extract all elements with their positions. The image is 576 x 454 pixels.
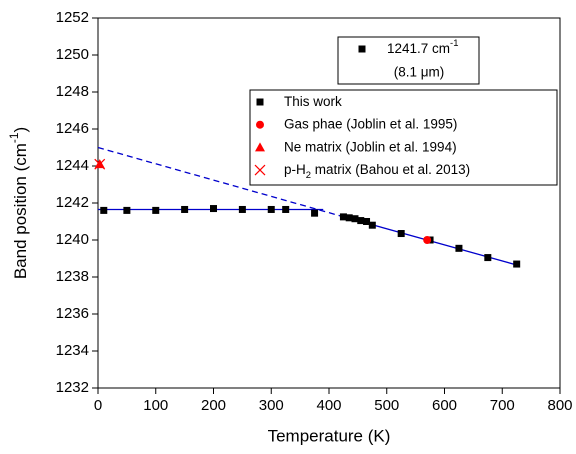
- marker-square: [455, 244, 463, 252]
- text-part: -1: [7, 132, 21, 143]
- text-part: Band position (cm: [11, 143, 30, 279]
- marker-triangle: [255, 142, 265, 152]
- marker-square: [397, 230, 405, 238]
- text-part: Gas phae (Joblin et al. 1995): [284, 116, 457, 131]
- y-tick-label: 1232: [56, 379, 89, 396]
- marker-square: [152, 206, 160, 214]
- marker-square: [210, 205, 217, 213]
- marker-square: [358, 45, 366, 53]
- legend-box: [249, 89, 558, 186]
- marker-square: [339, 213, 347, 221]
- y-tick-label: 1252: [56, 9, 89, 26]
- y-tick-label: 1242: [56, 194, 89, 211]
- x-tick-label: 600: [432, 397, 457, 414]
- annotation-text: 1241.7 cm-1: [387, 38, 458, 56]
- x-tick-label: 200: [201, 397, 226, 414]
- text-part: Ne matrix (Joblin et al. 1994): [284, 139, 457, 154]
- marker-square: [282, 205, 290, 213]
- x-tick-label: 800: [547, 397, 572, 414]
- x-tick-label: 500: [374, 397, 399, 414]
- marker-square: [181, 205, 189, 213]
- marker-cross: [254, 164, 266, 176]
- legend-label: Ne matrix (Joblin et al. 1994): [284, 139, 457, 154]
- marker-circle: [256, 120, 264, 129]
- y-tick-label: 1244: [56, 157, 89, 174]
- marker-square: [363, 218, 371, 225]
- marker-square: [256, 98, 264, 106]
- y-axis-label: Band position (cm-1): [7, 127, 30, 279]
- y-tick-label: 1240: [56, 231, 89, 248]
- marker-square: [513, 260, 521, 268]
- marker-circle: [423, 236, 432, 244]
- plot-frame: [97, 17, 561, 389]
- marker-square: [311, 209, 319, 217]
- marker-square: [484, 254, 492, 262]
- x-tick-label: 400: [316, 397, 341, 414]
- marker-square: [267, 205, 275, 213]
- text-part: 2: [306, 170, 311, 181]
- y-tick-label: 1236: [56, 305, 89, 322]
- text-part: 1241.7 cm: [387, 41, 450, 56]
- x-tick-label: 300: [259, 397, 284, 414]
- text-part: ): [11, 127, 30, 133]
- y-tick-label: 1234: [56, 342, 89, 359]
- y-tick-label: 1238: [56, 268, 89, 285]
- y-tick-label: 1246: [56, 120, 89, 137]
- annotation-box: [337, 36, 480, 85]
- legend-label: This work: [284, 94, 342, 109]
- text-part: p-H: [284, 162, 306, 177]
- x-axis-label: Temperature (K): [268, 426, 391, 445]
- x-tick-label: 100: [143, 397, 168, 414]
- legend-label: Gas phae (Joblin et al. 1995): [284, 116, 457, 131]
- legend-label: p-H2 matrix (Bahou et al. 2013): [284, 162, 470, 181]
- text-part: This work: [284, 94, 342, 109]
- marker-square: [351, 215, 359, 223]
- marker-square: [357, 217, 365, 225]
- annotation-subtext: (8.1 μm): [394, 65, 445, 80]
- fit-line: [97, 146, 341, 217]
- text-part: -1: [450, 38, 458, 49]
- marker-square: [345, 214, 353, 222]
- x-tick-label: 0: [94, 397, 102, 414]
- marker-square: [368, 221, 376, 229]
- marker-square: [123, 206, 131, 214]
- marker-square: [100, 206, 108, 214]
- x-tick-label: 700: [490, 397, 515, 414]
- marker-square: [238, 205, 246, 213]
- marker-cross: [94, 158, 106, 170]
- y-tick-label: 1248: [56, 83, 89, 100]
- text-part: matrix (Bahou et al. 2013): [311, 162, 470, 177]
- y-tick-label: 1250: [56, 46, 89, 63]
